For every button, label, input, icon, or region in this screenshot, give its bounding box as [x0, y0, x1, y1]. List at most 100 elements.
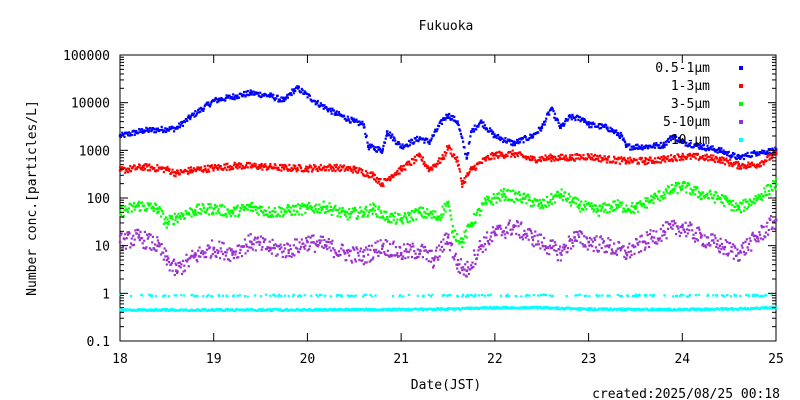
data-point [127, 210, 130, 214]
data-point [752, 200, 755, 203]
data-point [667, 186, 670, 189]
data-point [151, 241, 154, 244]
data-point [220, 250, 223, 253]
data-point [571, 154, 574, 157]
data-point [552, 110, 555, 113]
data-point [156, 212, 159, 215]
data-point [241, 95, 244, 98]
data-point [721, 151, 724, 154]
data-point [571, 199, 574, 202]
data-point [757, 193, 760, 196]
data-point [292, 244, 295, 247]
data-point [175, 294, 178, 297]
data-point [565, 295, 568, 298]
data-point [413, 162, 416, 165]
data-point [490, 200, 493, 203]
data-point [632, 244, 635, 247]
data-point [256, 236, 260, 239]
data-point [615, 161, 618, 164]
data-point [632, 145, 635, 148]
data-point [770, 227, 773, 231]
data-point [580, 200, 583, 203]
data-point [259, 241, 262, 244]
data-point [406, 220, 409, 224]
data-point [193, 115, 196, 118]
data-point [564, 244, 567, 247]
data-point [189, 115, 192, 119]
data-point [173, 222, 176, 225]
data-point [140, 201, 144, 204]
data-point [489, 293, 492, 296]
data-point [430, 249, 433, 252]
data-point [180, 212, 183, 215]
data-point [319, 206, 322, 209]
data-point [707, 159, 710, 162]
data-point [439, 248, 442, 251]
data-point [143, 239, 146, 242]
data-point [772, 180, 775, 183]
data-point [500, 193, 503, 196]
data-point [362, 295, 365, 298]
data-point [619, 309, 622, 312]
data-point [513, 200, 516, 203]
data-point [179, 217, 182, 220]
data-point [580, 231, 583, 234]
data-point [561, 246, 565, 249]
data-point [464, 263, 467, 266]
data-point [532, 239, 535, 242]
data-point [612, 129, 615, 132]
data-point [706, 144, 709, 147]
data-point [704, 244, 707, 247]
data-point [695, 238, 698, 241]
data-point [481, 125, 484, 128]
data-point [745, 166, 748, 169]
data-point [510, 152, 513, 155]
data-point [348, 216, 352, 219]
data-point [193, 253, 196, 256]
data-point [200, 106, 203, 109]
data-point [562, 243, 565, 246]
data-point [579, 154, 582, 157]
data-point [513, 144, 516, 147]
data-point [509, 151, 512, 154]
data-point [331, 107, 334, 110]
data-point [664, 221, 667, 224]
data-point [568, 115, 572, 119]
data-point [578, 116, 581, 119]
data-point [713, 147, 716, 151]
data-point [602, 240, 605, 243]
data-point [327, 165, 330, 168]
data-point [373, 209, 376, 212]
data-point [323, 104, 326, 107]
data-point [210, 239, 214, 242]
data-point [216, 167, 219, 170]
data-point [208, 213, 211, 216]
data-point [669, 158, 672, 161]
data-point [754, 294, 757, 298]
data-point [559, 193, 562, 196]
data-point [572, 157, 575, 160]
data-point [438, 307, 441, 310]
data-point [511, 149, 514, 152]
data-point [225, 168, 228, 171]
data-point [743, 154, 746, 157]
data-point [489, 158, 492, 161]
data-point [467, 272, 470, 275]
data-point [562, 194, 565, 197]
data-point [703, 308, 706, 311]
data-point [739, 294, 742, 297]
data-point [366, 307, 369, 311]
data-point [542, 123, 545, 126]
data-point [503, 233, 506, 236]
data-point [683, 180, 686, 183]
data-point [678, 234, 681, 237]
data-point [561, 194, 564, 197]
data-point [323, 205, 326, 208]
data-point [461, 295, 464, 298]
data-point [351, 261, 354, 264]
data-point [729, 155, 732, 158]
data-point [543, 236, 546, 240]
data-point [642, 203, 646, 206]
data-point [604, 208, 607, 211]
data-point [541, 198, 544, 201]
